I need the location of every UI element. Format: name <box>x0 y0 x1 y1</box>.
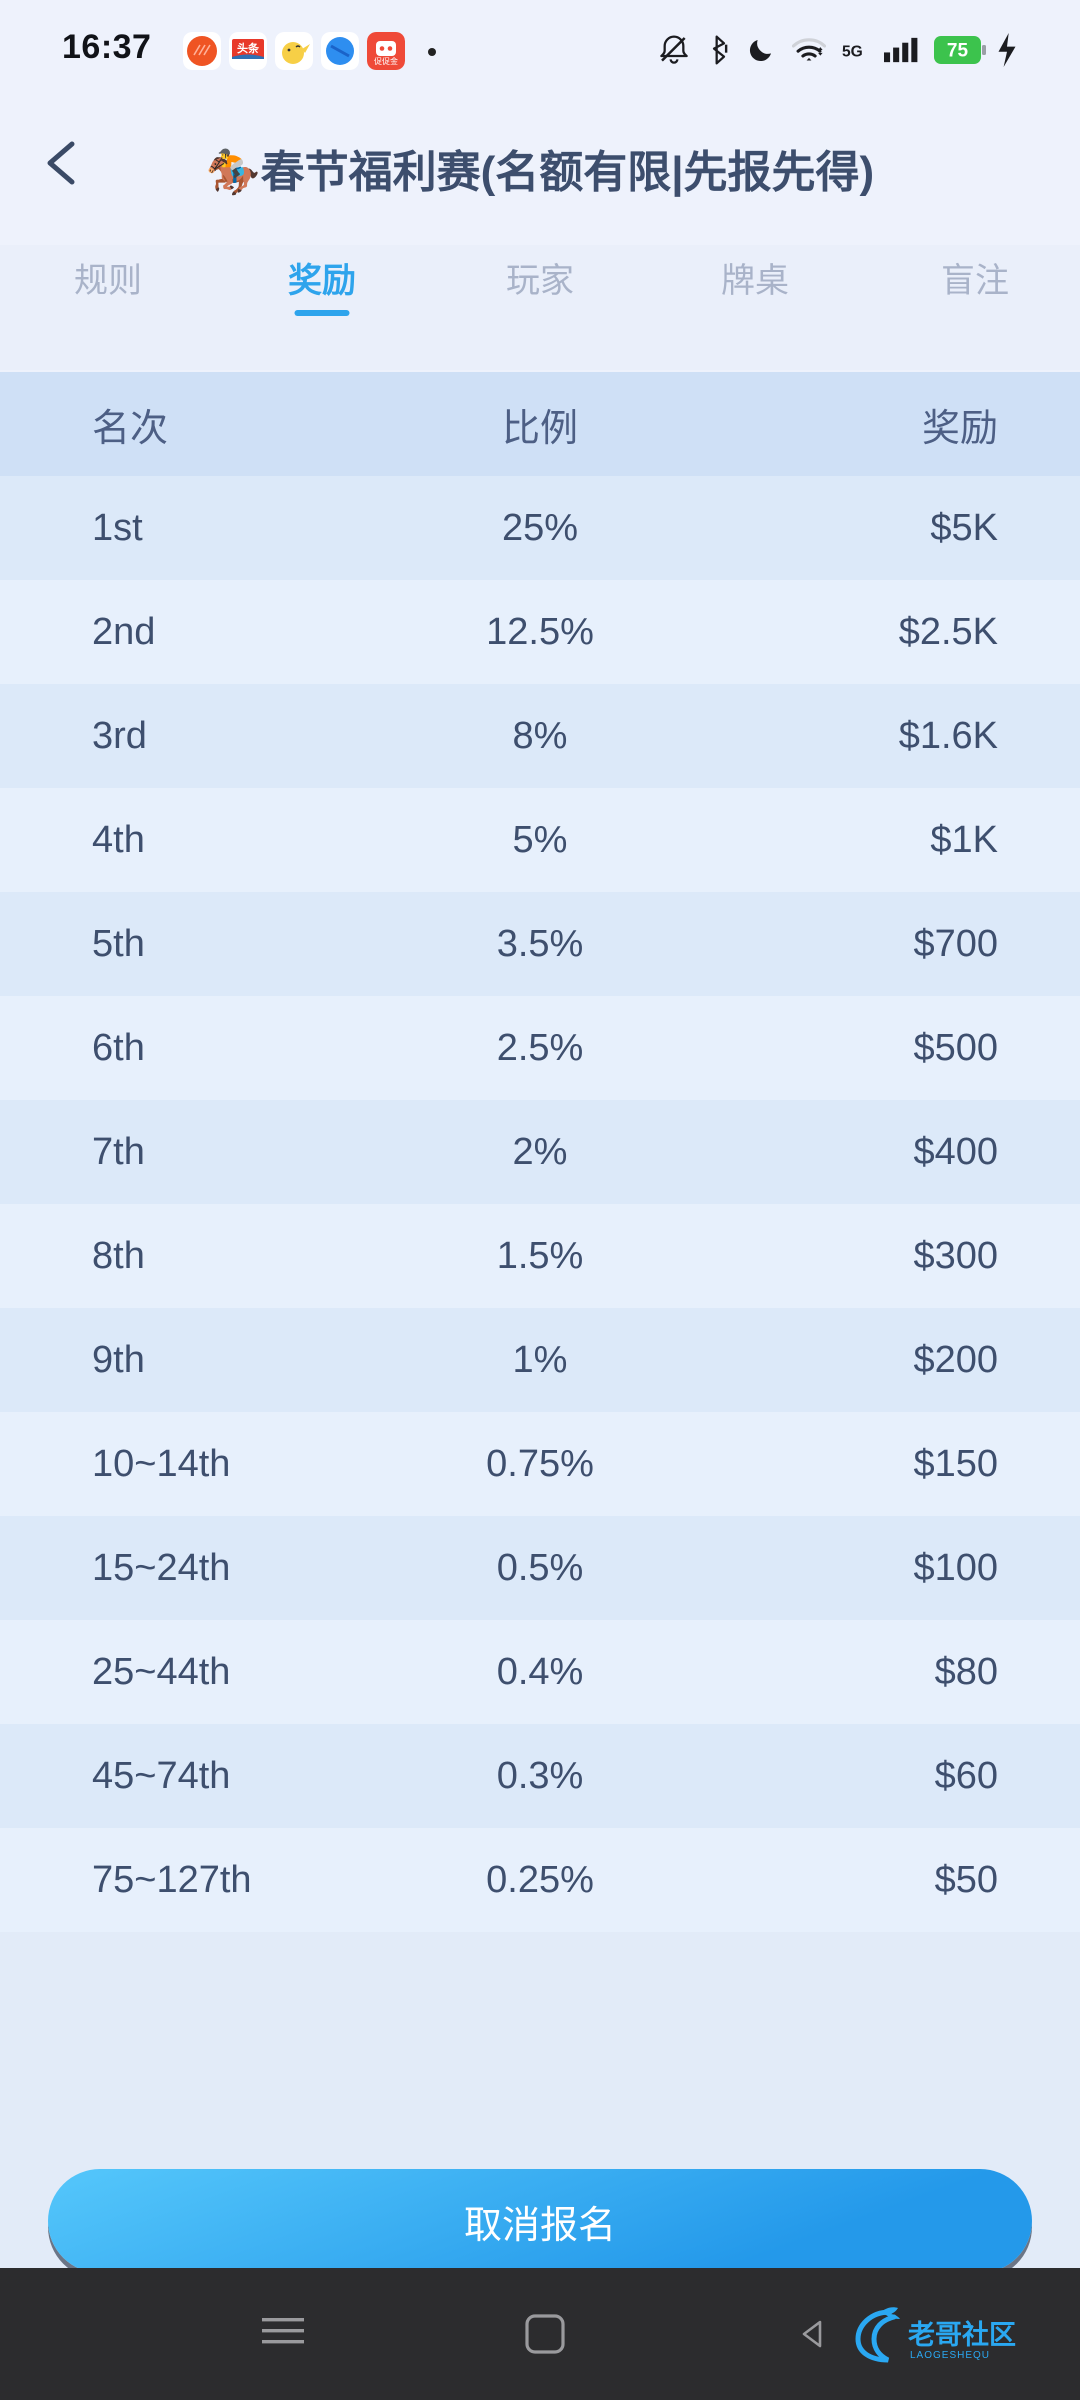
svg-text:LAOGESHEQU: LAOGESHEQU <box>910 2350 990 2361</box>
svg-text:75: 75 <box>947 41 969 62</box>
svg-text:促促金: 促促金 <box>374 56 398 66</box>
svg-text:头条: 头条 <box>237 41 260 55</box>
svg-text:5G: 5G <box>842 44 863 61</box>
svg-text:老哥社区: 老哥社区 <box>908 2319 1016 2350</box>
